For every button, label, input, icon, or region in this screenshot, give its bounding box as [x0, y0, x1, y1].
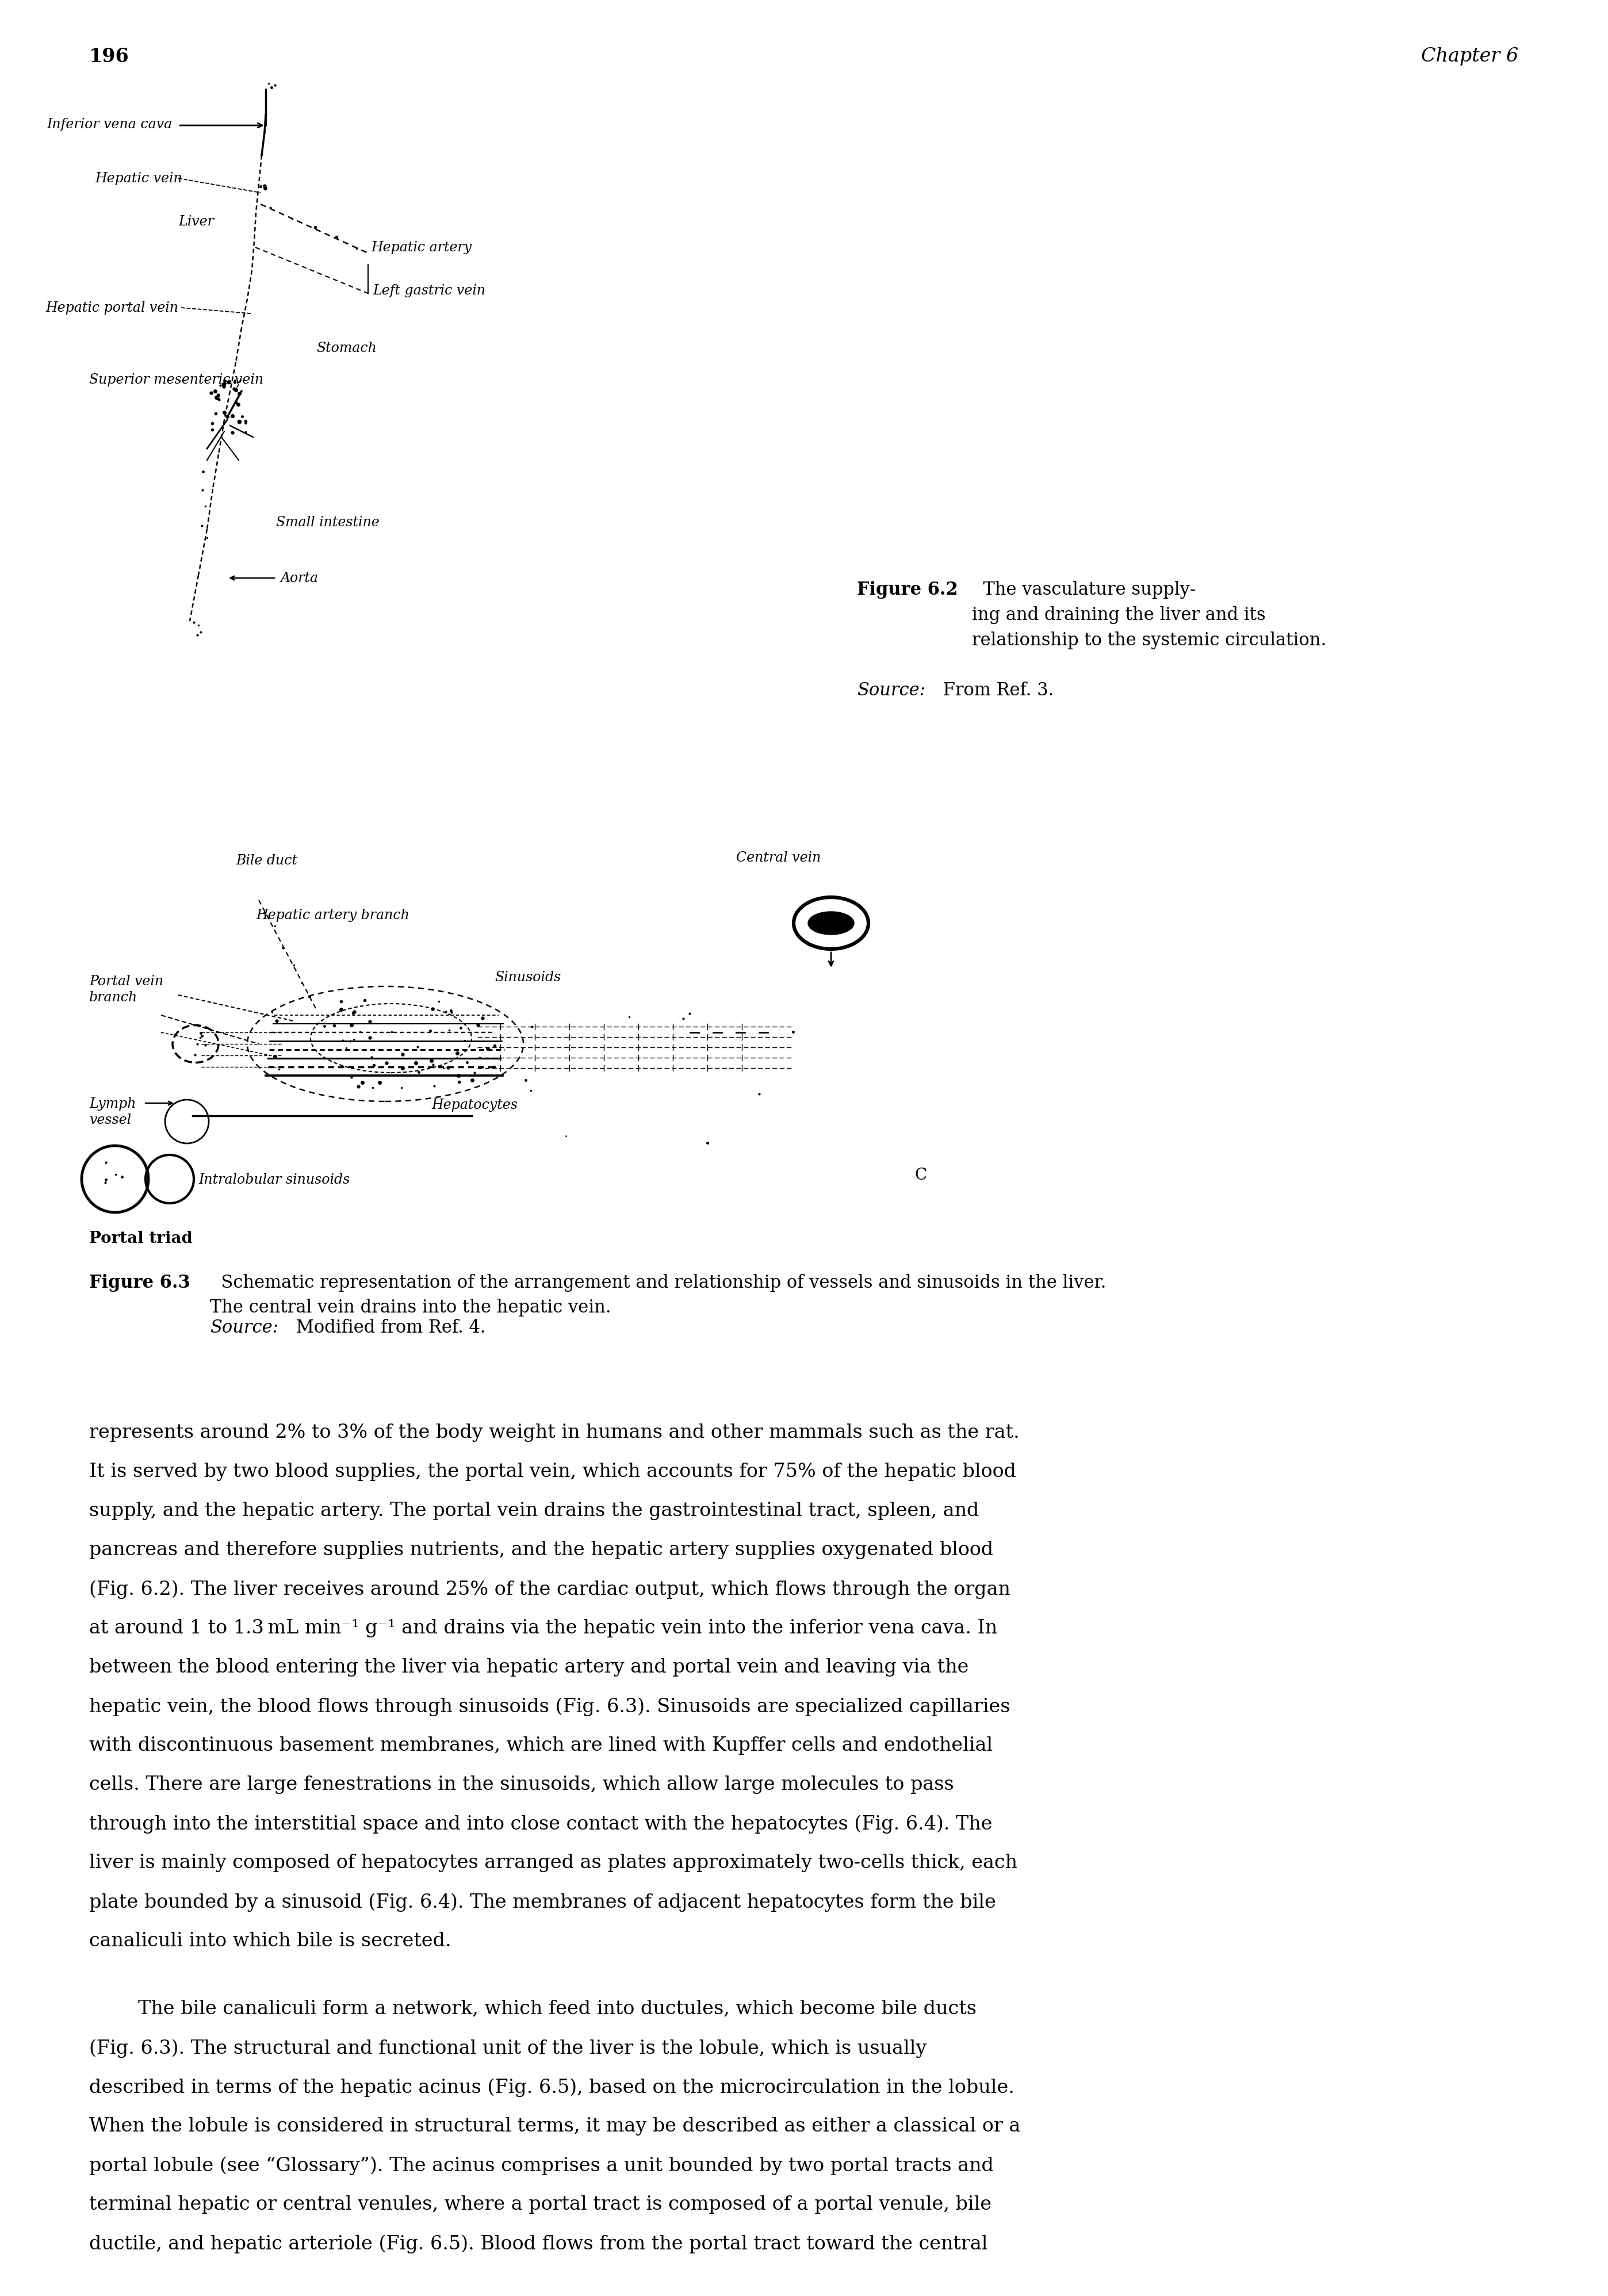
Text: Superior mesenteric vein: Superior mesenteric vein: [88, 372, 264, 386]
Text: Sinusoids: Sinusoids: [495, 971, 561, 985]
Text: Schematic representation of the arrangement and relationship of vessels and sinu: Schematic representation of the arrangem…: [211, 1274, 1106, 1316]
Text: Inferior vena cava: Inferior vena cava: [47, 117, 172, 131]
Text: between the blood entering the liver via hepatic artery and portal vein and leav: between the blood entering the liver via…: [88, 1658, 968, 1676]
Text: at around 1 to 1.3 mL min⁻¹ g⁻¹ and drains via the hepatic vein into the inferio: at around 1 to 1.3 mL min⁻¹ g⁻¹ and drai…: [88, 1619, 997, 1637]
Text: described in terms of the hepatic acinus (Fig. 6.5), based on the microcirculati: described in terms of the hepatic acinus…: [88, 2078, 1015, 2096]
Text: From Ref. 3.: From Ref. 3.: [937, 682, 1053, 700]
Text: through into the interstitial space and into close contact with the hepatocytes : through into the interstitial space and …: [88, 1814, 992, 1835]
Text: plate bounded by a sinusoid (Fig. 6.4). The membranes of adjacent hepatocytes fo: plate bounded by a sinusoid (Fig. 6.4). …: [88, 1892, 995, 1913]
Text: Left gastric vein: Left gastric vein: [373, 285, 486, 296]
Text: Intralobular sinusoids: Intralobular sinusoids: [198, 1173, 351, 1187]
Text: When the lobule is considered in structural terms, it may be described as either: When the lobule is considered in structu…: [88, 2117, 1021, 2135]
Text: Bile duct: Bile duct: [236, 854, 297, 868]
Ellipse shape: [809, 912, 854, 934]
Text: pancreas and therefore supplies nutrients, and the hepatic artery supplies oxyge: pancreas and therefore supplies nutrient…: [88, 1541, 994, 1559]
Text: supply, and the hepatic artery. The portal vein drains the gastrointestinal trac: supply, and the hepatic artery. The port…: [88, 1502, 979, 1520]
Text: It is served by two blood supplies, the portal vein, which accounts for 75% of t: It is served by two blood supplies, the …: [88, 1463, 1016, 1481]
Text: Source:: Source:: [857, 682, 925, 700]
Text: Stomach: Stomach: [317, 342, 376, 354]
Text: Figure 6.2: Figure 6.2: [857, 581, 958, 599]
Text: Figure 6.3: Figure 6.3: [88, 1274, 190, 1293]
Text: Modified from Ref. 4.: Modified from Ref. 4.: [291, 1318, 486, 1336]
Text: Hepatic vein: Hepatic vein: [95, 172, 182, 186]
Text: The bile canaliculi form a network, which feed into ductules, which become bile : The bile canaliculi form a network, whic…: [88, 2000, 976, 2018]
Text: Chapter 6: Chapter 6: [1421, 48, 1518, 67]
Text: Portal triad: Portal triad: [88, 1231, 193, 1247]
Text: hepatic vein, the blood flows through sinusoids (Fig. 6.3). Sinusoids are specia: hepatic vein, the blood flows through si…: [88, 1697, 1010, 1715]
Text: Aorta: Aorta: [281, 572, 318, 585]
Text: Small intestine: Small intestine: [277, 517, 379, 528]
Text: represents around 2% to 3% of the body weight in humans and other mammals such a: represents around 2% to 3% of the body w…: [88, 1424, 1019, 1442]
Text: Liver: Liver: [178, 216, 214, 227]
Text: cells. There are large fenestrations in the sinusoids, which allow large molecul: cells. There are large fenestrations in …: [88, 1775, 954, 1793]
Text: canaliculi into which bile is secreted.: canaliculi into which bile is secreted.: [88, 1931, 452, 1949]
Text: with discontinuous basement membranes, which are lined with Kupffer cells and en: with discontinuous basement membranes, w…: [88, 1736, 992, 1754]
Text: Portal vein
branch: Portal vein branch: [88, 976, 164, 1003]
Text: portal lobule (see “Glossary”). The acinus comprises a unit bounded by two porta: portal lobule (see “Glossary”). The acin…: [88, 2156, 994, 2174]
Text: (Fig. 6.2). The liver receives around 25% of the cardiac output, which flows thr: (Fig. 6.2). The liver receives around 25…: [88, 1580, 1010, 1598]
Text: (Fig. 6.3). The structural and functional unit of the liver is the lobule, which: (Fig. 6.3). The structural and functiona…: [88, 2039, 926, 2057]
Text: Hepatic portal vein: Hepatic portal vein: [45, 301, 178, 315]
Text: liver is mainly composed of hepatocytes arranged as plates approximately two-cel: liver is mainly composed of hepatocytes …: [88, 1853, 1018, 1871]
Text: Hepatocytes: Hepatocytes: [431, 1097, 518, 1111]
Text: 196: 196: [88, 48, 129, 67]
Text: Central vein: Central vein: [736, 852, 822, 866]
Text: Source:: Source:: [211, 1318, 278, 1336]
Text: Hepatic artery: Hepatic artery: [371, 241, 471, 255]
Text: Lymph
vessel: Lymph vessel: [88, 1097, 137, 1127]
Text: ductile, and hepatic arteriole (Fig. 6.5). Blood flows from the portal tract tow: ductile, and hepatic arteriole (Fig. 6.5…: [88, 2234, 987, 2252]
Text: C: C: [915, 1169, 926, 1182]
Text: Hepatic artery branch: Hepatic artery branch: [256, 909, 410, 923]
Text: terminal hepatic or central venules, where a portal tract is composed of a porta: terminal hepatic or central venules, whe…: [88, 2195, 992, 2213]
Text: The vasculature supply-
ing and draining the liver and its
relationship to the s: The vasculature supply- ing and draining…: [971, 581, 1327, 650]
